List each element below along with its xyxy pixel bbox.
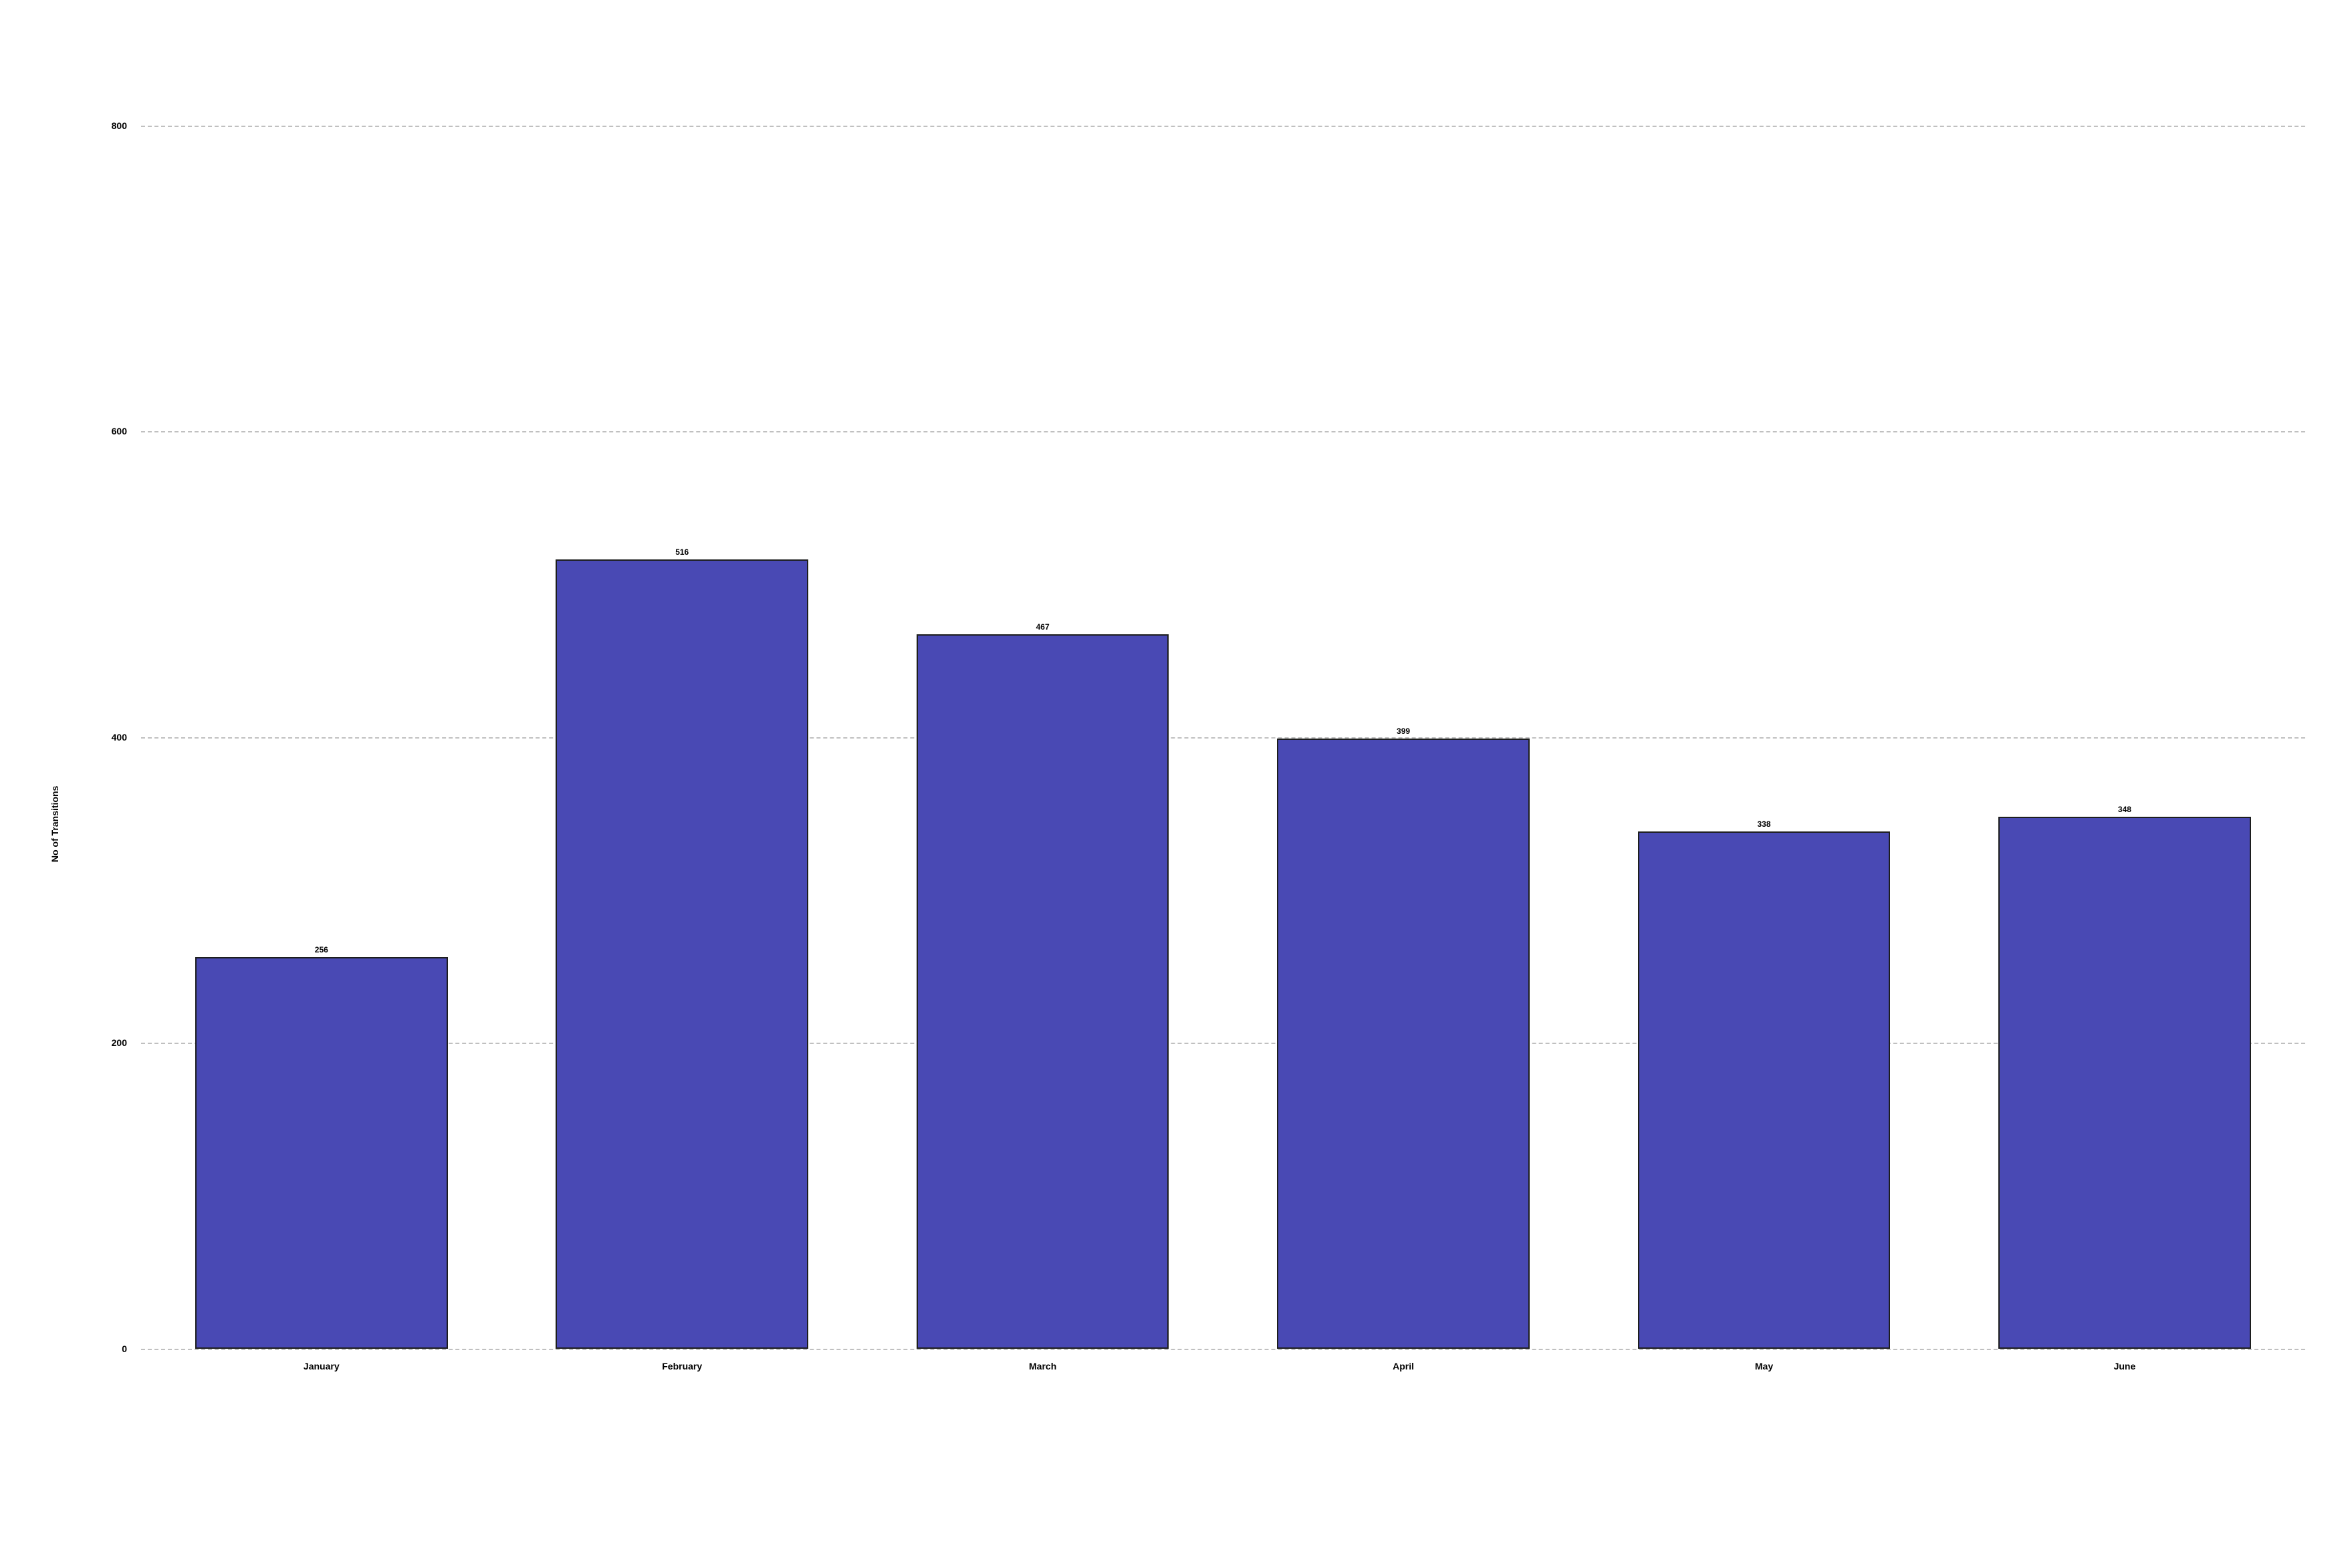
y-tick-label: 600 [112, 426, 127, 436]
y-tick-label: 0 [122, 1343, 127, 1354]
x-tick-label: January [304, 1361, 340, 1371]
y-axis-label: No of Transitions [49, 786, 60, 862]
bar-value-label: 348 [2000, 805, 2250, 818]
bar-value-label: 256 [197, 945, 447, 958]
bars-container: 256 516 467 399 338 348 [141, 126, 2305, 1349]
bar-value-label: 338 [1639, 819, 1889, 833]
x-tick-label: February [662, 1361, 702, 1371]
x-tick-label: March [1029, 1361, 1056, 1371]
x-tick-label: June [2114, 1361, 2136, 1371]
bar-value-label: 516 [557, 547, 807, 561]
y-tick-label: 200 [112, 1037, 127, 1048]
bar: 338 [1638, 831, 1891, 1348]
bar-chart: No of Transitions 256 516 467 399 338 348 Jan… [0, 0, 2352, 1568]
bar: 467 [917, 634, 1169, 1348]
bar-value-label: 467 [918, 622, 1168, 636]
gridline [141, 1349, 2305, 1350]
bar: 516 [556, 559, 808, 1348]
bar-value-label: 399 [1278, 727, 1528, 740]
plot-area: 256516467399338348 JanuaryFebruaryMarchA… [141, 126, 2305, 1349]
bar: 348 [1998, 817, 2251, 1349]
x-tick-label: May [1755, 1361, 1773, 1371]
bar: 399 [1277, 739, 1530, 1349]
y-tick-label: 400 [112, 732, 127, 743]
bar: 256 [195, 957, 448, 1349]
x-tick-label: April [1393, 1361, 1414, 1371]
y-tick-label: 800 [112, 120, 127, 131]
